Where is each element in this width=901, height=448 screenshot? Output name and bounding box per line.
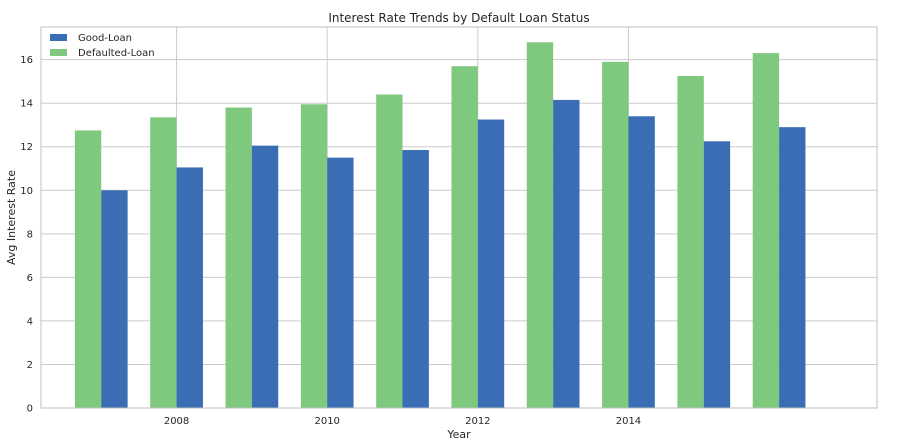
bar-defaulted-loan — [752, 53, 780, 409]
y-axis-label: Avg Interest Rate — [5, 170, 18, 265]
x-tick-label: 2008 — [164, 416, 189, 427]
bars-layer — [74, 42, 806, 409]
legend-swatch-good-loan — [50, 34, 67, 41]
bar-defaulted-loan — [677, 75, 704, 408]
y-tick-label: 12 — [20, 142, 33, 153]
y-tick-label: 14 — [20, 99, 33, 110]
bar-good-loan — [703, 141, 731, 409]
bar-defaulted-loan — [74, 130, 102, 408]
bar-good-loan — [628, 116, 655, 409]
bar-good-loan — [553, 99, 580, 408]
y-tick-label: 0 — [27, 404, 33, 415]
legend-label-defaulted-loan: Defaulted-Loan — [78, 48, 155, 59]
y-tick-label: 16 — [20, 55, 33, 66]
y-tick-label: 8 — [27, 229, 33, 240]
bar-good-loan — [327, 157, 354, 408]
bar-good-loan — [477, 119, 505, 409]
x-tick-label: 2010 — [314, 416, 339, 427]
bar-defaulted-loan — [300, 104, 328, 408]
bar-good-loan — [402, 150, 429, 408]
y-tick-label: 4 — [27, 316, 33, 327]
bar-defaulted-loan — [150, 117, 177, 408]
x-tick-label: 2012 — [465, 416, 490, 427]
bar-defaulted-loan — [376, 94, 403, 409]
y-tick-label: 10 — [20, 186, 33, 197]
x-axis-label: Year — [446, 428, 471, 441]
legend-label-good-loan: Good-Loan — [78, 33, 132, 44]
bar-good-loan — [176, 167, 203, 408]
bar-good-loan — [101, 190, 128, 408]
bar-defaulted-loan — [225, 107, 252, 408]
legend-swatch-defaulted-loan — [50, 49, 67, 56]
chart-title: Interest Rate Trends by Default Loan Sta… — [328, 11, 589, 25]
plot-frame — [40, 26, 878, 409]
legend: Good-Loan Defaulted-Loan — [50, 33, 155, 59]
y-tick-label: 2 — [27, 360, 33, 371]
y-tick-label: 6 — [27, 273, 33, 284]
bar-defaulted-loan — [602, 61, 629, 408]
x-tick-label: 2014 — [616, 416, 641, 427]
bar-defaulted-loan — [451, 66, 478, 408]
bar-good-loan — [779, 127, 806, 409]
bar-good-loan — [251, 145, 279, 408]
bar-defaulted-loan — [526, 42, 554, 409]
ticks-layer: 0 2 4 6 8 10 12 14 16 2008 2010 2012 2014 — [20, 55, 641, 427]
